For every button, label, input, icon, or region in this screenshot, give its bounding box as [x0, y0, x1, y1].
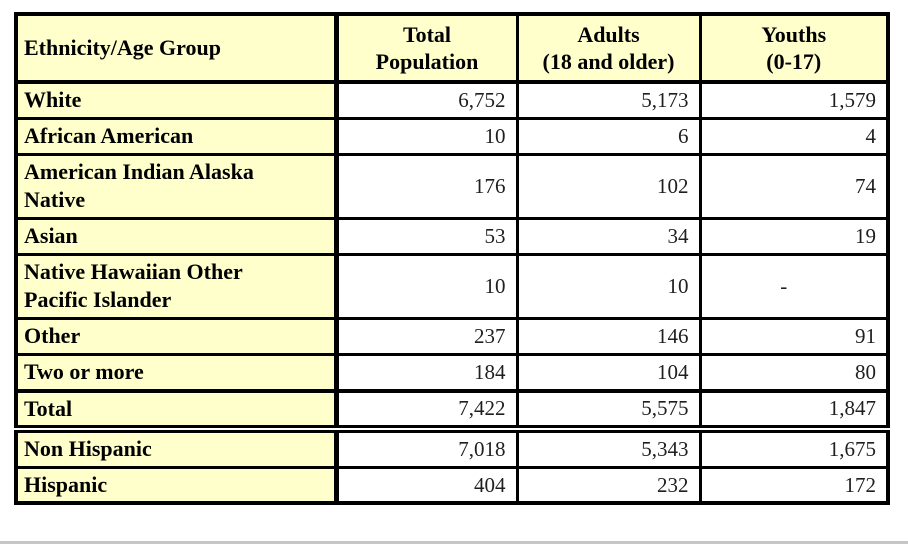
table-row: Two or more 184 104 80 [14, 352, 890, 393]
table-row: Other 237 146 91 [14, 316, 890, 356]
ethnicity-label-cell: Non Hispanic [14, 427, 339, 469]
youths-cell: 74 [698, 152, 890, 220]
adults-cell: 232 [515, 465, 702, 505]
header-title: Youths [761, 21, 827, 47]
adults-cell: 5,173 [515, 80, 702, 120]
table-row: Asian 53 34 19 [14, 216, 890, 256]
ethnicity-label-cell: Total [14, 388, 339, 434]
adults-cell: 34 [515, 216, 702, 256]
table-row: White 6,752 5,173 1,579 [14, 80, 890, 120]
ethnicity-label-cell: African American [14, 116, 339, 156]
total-population-cell: 6,752 [334, 80, 519, 120]
adults-cell: 104 [515, 352, 702, 393]
adults-cell: 102 [515, 152, 702, 220]
youths-cell: 4 [698, 116, 890, 156]
youths-cell: 172 [698, 465, 890, 505]
header-title: Adults [577, 21, 640, 47]
header-subtitle: (18 and older) [542, 49, 675, 74]
table-row: Native Hawaiian Other Pacific Islander 10… [14, 252, 890, 320]
col-header-ethnicity-age-group: Ethnicity/Age Group [14, 12, 339, 84]
table-container: Ethnicity/Age Group Total Population Adu… [14, 12, 890, 506]
total-population-cell: 7,422 [334, 388, 519, 434]
total-population-cell: 176 [334, 152, 519, 220]
youths-cell: 80 [698, 352, 890, 393]
adults-cell: 5,575 [515, 388, 702, 434]
col-header-adults: Adults (18 and older) [515, 12, 702, 84]
col-header-youths: Youths (0-17) [698, 12, 890, 84]
total-population-cell: 10 [334, 116, 519, 156]
col-header-total-population: Total Population [334, 12, 519, 84]
table-row: American Indian Alaska Native 176 102 74 [14, 152, 890, 220]
total-population-cell: 10 [334, 252, 519, 320]
table-row: Total 7,422 5,575 1,847 [14, 388, 890, 434]
table-row: Hispanic 404 232 172 [14, 465, 890, 505]
ethnicity-label-cell: White [14, 80, 339, 120]
adults-cell: 146 [515, 316, 702, 356]
table-body: White 6,752 5,173 1,579 African American 10 6 4… [14, 80, 890, 505]
table-row: African American 10 6 4 [14, 116, 890, 156]
ethnicity-label-cell: Asian [14, 216, 339, 256]
header-title: Ethnicity/Age Group [24, 35, 222, 61]
youths-cell: 19 [698, 216, 890, 256]
ethnicity-population-table: Ethnicity/Age Group Total Population Adu… [14, 12, 890, 506]
header-title: Total [402, 21, 452, 47]
total-population-cell: 184 [334, 352, 519, 393]
ethnicity-label-cell: Two or more [14, 352, 339, 393]
header-row: Ethnicity/Age Group Total Population Adu… [14, 12, 890, 84]
total-population-cell: 237 [334, 316, 519, 356]
header-subtitle: Population [375, 49, 479, 74]
youths-cell: 1,675 [698, 427, 890, 469]
ethnicity-label-cell: American Indian Alaska Native [14, 152, 339, 220]
youths-cell: 1,847 [698, 388, 890, 434]
header-subtitle: (0-17) [766, 49, 822, 74]
adults-cell: 10 [515, 252, 702, 320]
total-population-cell: 404 [334, 465, 519, 505]
table-row: Non Hispanic 7,018 5,343 1,675 [14, 427, 890, 469]
ethnicity-label-cell: Hispanic [14, 465, 339, 505]
total-population-cell: 7,018 [334, 427, 519, 469]
youths-cell: - [698, 252, 890, 320]
youths-cell: 1,579 [698, 80, 890, 120]
table-header: Ethnicity/Age Group Total Population Adu… [14, 12, 890, 84]
ethnicity-label-cell: Native Hawaiian Other Pacific Islander [14, 252, 339, 320]
total-population-cell: 53 [334, 216, 519, 256]
youths-cell: 91 [698, 316, 890, 356]
adults-cell: 6 [515, 116, 702, 156]
ethnicity-label-cell: Other [14, 316, 339, 356]
page-bottom-divider [0, 541, 908, 544]
adults-cell: 5,343 [515, 427, 702, 469]
